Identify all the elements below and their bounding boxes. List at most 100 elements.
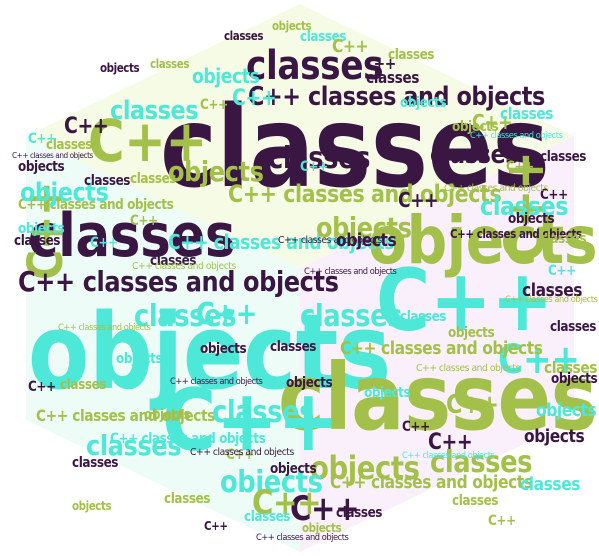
- word-objects: objects: [400, 95, 447, 111]
- word-objects: objects: [316, 211, 412, 244]
- word-phrase-cpp-classes-and-objects: C++ classes and objects: [470, 131, 563, 141]
- word-phrase-cpp-classes-and-objects: C++ classes and objects: [110, 431, 266, 447]
- word-cpp: C++: [90, 235, 118, 251]
- word-classes: classes: [72, 455, 119, 471]
- word-classes: classes: [164, 491, 211, 507]
- word-cpp: C++: [540, 187, 568, 203]
- word-classes: classes: [46, 137, 93, 153]
- word-cpp: C++: [364, 54, 396, 73]
- word-objects: objects: [72, 499, 112, 513]
- word-cpp: C++: [200, 97, 228, 113]
- word-phrase-cpp-classes-and-objects: C++ classes and objects: [444, 183, 548, 194]
- word-classes: classes: [336, 505, 383, 521]
- word-objects: objects: [100, 61, 140, 75]
- cube-right-face: [300, 136, 574, 552]
- word-phrase-cpp-classes-and-objects: C++ classes and objects: [416, 363, 520, 374]
- word-classes: classes: [150, 253, 197, 269]
- word-cpp: C++: [88, 107, 207, 175]
- word-cpp: C++: [232, 86, 277, 111]
- word-classes: classes: [550, 319, 597, 335]
- word-classes: classes: [150, 57, 190, 71]
- word-cpp: C++: [252, 483, 322, 523]
- word-classes: classes: [500, 104, 554, 123]
- word-objects: objects: [18, 159, 65, 175]
- word-classes: classes: [60, 377, 107, 393]
- word-cpp: C++: [498, 337, 580, 383]
- word-phrase-cpp-classes-and-objects: C++ classes and objects: [190, 447, 294, 458]
- word-classes: classes: [84, 173, 131, 189]
- word-cpp: C++: [196, 297, 257, 332]
- word-phrase-cpp-classes-and-objects: C++ classes and objects: [12, 151, 93, 160]
- word-objects: objects: [18, 221, 65, 237]
- word-objects: objects: [336, 230, 397, 251]
- word-cpp: C++: [472, 110, 513, 134]
- word-classes: classes: [540, 231, 587, 247]
- word-cpp: C++: [332, 36, 369, 57]
- word-objects: objects: [550, 371, 598, 387]
- word-cpp: C++: [130, 213, 158, 229]
- word-objects: objects: [220, 465, 323, 500]
- word-classes: classes: [28, 201, 236, 271]
- word-cpp: C++: [446, 390, 499, 420]
- word-objects: objects: [448, 325, 495, 341]
- word-classes: classes: [160, 83, 550, 213]
- word-classes: classes: [268, 141, 371, 176]
- word-objects: objects: [364, 385, 411, 401]
- word-objects: objects: [272, 19, 312, 33]
- word-objects: objects: [116, 351, 163, 367]
- word-classes: classes: [244, 509, 291, 525]
- word-cpp: C++: [376, 251, 553, 351]
- word-cpp: C++: [28, 379, 56, 395]
- word-objects: objects: [452, 119, 499, 135]
- word-objects: objects: [192, 64, 260, 88]
- word-classes: classes: [366, 68, 420, 87]
- word-objects: objects: [310, 449, 420, 487]
- word-cpp: C++: [428, 430, 473, 455]
- word-phrase-cpp-classes-and-objects: C++ classes and objects: [450, 227, 582, 241]
- cube-left-face: [26, 136, 300, 552]
- word-phrase-cpp-classes-and-objects: C++ classes and objects: [340, 338, 543, 359]
- word-cpp: C++: [290, 489, 360, 529]
- word-classes: classes: [14, 233, 61, 249]
- word-phrase-cpp-classes-and-objects: C++ classes and objects: [170, 377, 263, 387]
- word-classes: classes: [134, 299, 237, 334]
- word-objects: objects: [524, 426, 585, 447]
- word-phrase-cpp-classes-and-objects: C++ classes and objects: [504, 295, 598, 305]
- word-phrase-cpp-classes-and-objects: C++ classes and objects: [36, 406, 215, 425]
- word-classes: classes: [277, 344, 598, 451]
- word-classes: classes: [388, 47, 435, 63]
- word-classes: classes: [480, 192, 569, 222]
- word-objects: objects: [168, 155, 264, 188]
- word-phrase-cpp-classes-and-objects: C++ classes and objects: [228, 180, 502, 208]
- word-classes: classes: [400, 309, 447, 325]
- word-classes: classes: [540, 149, 587, 165]
- word-phrase-cpp-classes-and-objects: C++ classes and objects: [402, 451, 495, 461]
- word-objects: objects: [144, 407, 191, 423]
- word-phrase-cpp-classes-and-objects: C++ classes and objects: [168, 230, 395, 254]
- word-cpp: C++: [548, 263, 576, 279]
- word-classes: classes: [522, 280, 583, 301]
- word-phrase-cpp-classes-and-objects: C++ classes and objects: [18, 265, 339, 298]
- word-phrase-cpp-classes-and-objects: C++ classes and objects: [304, 267, 397, 277]
- word-classes: classes: [212, 395, 315, 430]
- word-classes: classes: [520, 474, 581, 495]
- word-objects: objects: [286, 375, 333, 391]
- word-objects: objects: [367, 202, 598, 279]
- word-cpp: C++: [402, 419, 430, 435]
- word-cpp: C++: [64, 114, 109, 139]
- word-cpp: C++: [398, 188, 439, 212]
- word-phrase-cpp-classes-and-objects: C++ classes and objects: [18, 197, 174, 213]
- word-cpp: C++: [226, 447, 254, 463]
- word-cpp: C++: [28, 131, 56, 147]
- word-classes: classes: [430, 140, 519, 170]
- word-classes: classes: [300, 29, 347, 45]
- word-classes: classes: [130, 171, 177, 187]
- word-objects: objects: [302, 521, 342, 535]
- word-phrase-cpp-classes-and-objects: C++ classes and objects: [278, 235, 382, 246]
- word-classes: classes: [452, 493, 499, 509]
- word-classes: classes: [300, 299, 403, 334]
- word-objects: objects: [20, 178, 109, 208]
- word-classes: classes: [246, 43, 384, 89]
